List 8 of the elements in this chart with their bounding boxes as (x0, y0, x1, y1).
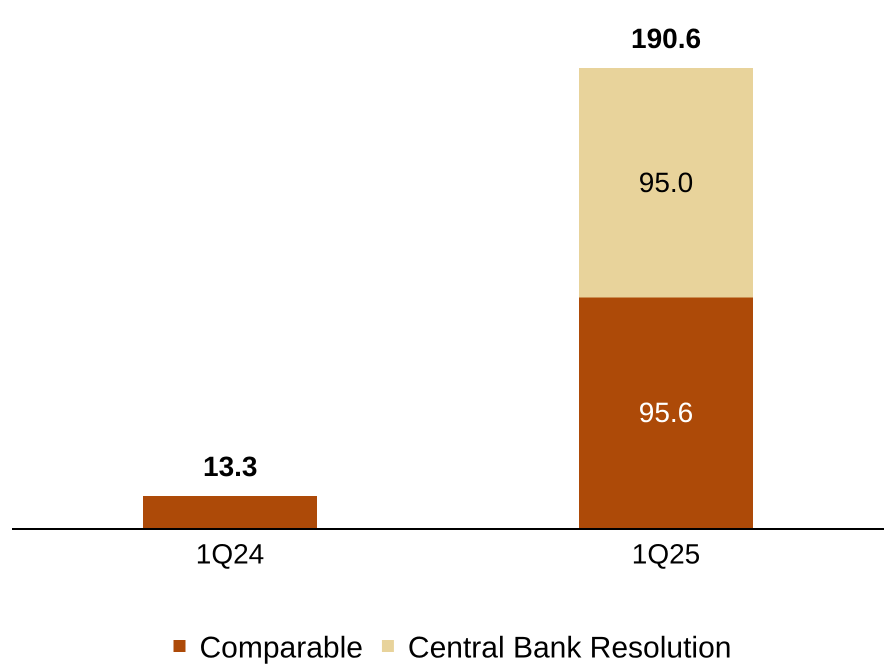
legend-label: Central Bank Resolution (408, 632, 732, 665)
legend-label: Comparable (200, 632, 363, 665)
x-tick-label: 1Q24 (196, 538, 264, 570)
x-tick-label: 1Q25 (632, 538, 700, 570)
total-label: 190.6 (631, 23, 702, 54)
total-label: 13.3 (203, 451, 258, 482)
data-label: 95.0 (638, 167, 694, 198)
data-label: 95.6 (638, 397, 694, 428)
